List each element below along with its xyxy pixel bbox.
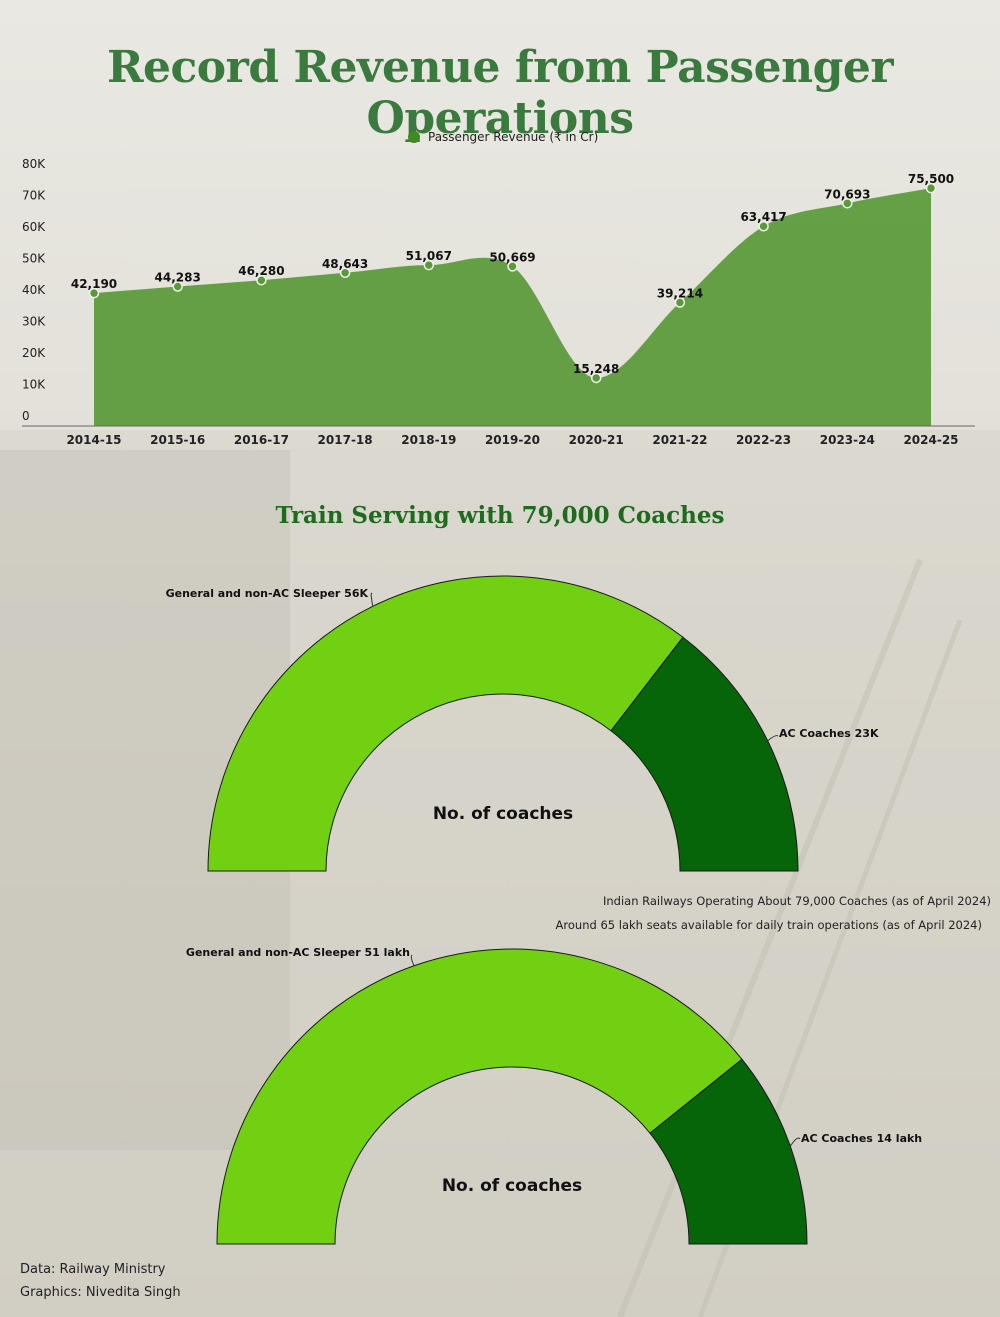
x-tick-label: 2024-25 bbox=[903, 433, 958, 447]
y-tick-label: 80K bbox=[22, 157, 46, 171]
x-tick-label: 2015-16 bbox=[150, 433, 205, 447]
ac-coaches-slice bbox=[649, 1058, 808, 1245]
coaches-section-title: Train Serving with 79,000 Coaches bbox=[275, 502, 725, 529]
data-label: 39,214 bbox=[657, 286, 703, 300]
x-tick-label: 2021-22 bbox=[652, 433, 707, 447]
x-tick-label: 2014-15 bbox=[66, 433, 121, 447]
data-label: 63,417 bbox=[740, 210, 786, 224]
data-point bbox=[256, 274, 267, 286]
y-tick-label: 70K bbox=[22, 189, 46, 203]
x-tick-label: 2023-24 bbox=[820, 433, 875, 447]
y-tick-label: 40K bbox=[22, 283, 46, 297]
y-tick-label: 20K bbox=[22, 346, 46, 360]
data-label: 46,280 bbox=[238, 264, 284, 278]
data-label: 42,190 bbox=[71, 277, 117, 291]
leader-line bbox=[767, 735, 779, 742]
gauge-center-label: No. of coaches bbox=[433, 804, 573, 824]
gauge-center-label: No. of coaches bbox=[442, 1176, 582, 1196]
x-axis: 2014-15 2015-16 2016-17 2017-18 2018-19 2019-… bbox=[66, 433, 958, 447]
data-point bbox=[172, 281, 183, 292]
y-axis: 0 10K 20K 30K 40K 50K 60K 70K 80K bbox=[22, 157, 46, 423]
data-point bbox=[674, 297, 686, 308]
data-points bbox=[88, 182, 937, 384]
data-label: 15,248 bbox=[573, 362, 619, 376]
x-tick-label: 2022-23 bbox=[736, 433, 791, 447]
legend-marker bbox=[408, 131, 420, 143]
revenue-area bbox=[94, 188, 931, 426]
data-label: 50,669 bbox=[489, 250, 535, 264]
x-tick-label: 2018-19 bbox=[401, 433, 456, 447]
data-label: 48,643 bbox=[322, 257, 368, 271]
note-coaches: Indian Railways Operating About 79,000 C… bbox=[603, 894, 991, 908]
general-sleeper-slice bbox=[207, 575, 684, 872]
x-tick-label: 2017-18 bbox=[318, 433, 373, 447]
y-tick-label: 50K bbox=[22, 252, 46, 266]
x-tick-label: 2016-17 bbox=[234, 433, 289, 447]
x-tick-label: 2019-20 bbox=[485, 433, 540, 447]
y-tick-label: 60K bbox=[22, 220, 46, 234]
data-point bbox=[758, 220, 769, 232]
y-tick-label: 10K bbox=[22, 378, 46, 392]
data-label: 70,693 bbox=[824, 187, 870, 201]
leader-line bbox=[789, 1137, 801, 1147]
slice-label: General and non-AC Sleeper 56K bbox=[166, 587, 369, 600]
notes: Indian Railways Operating About 79,000 C… bbox=[556, 894, 991, 932]
data-point bbox=[423, 259, 435, 271]
data-point bbox=[925, 182, 937, 194]
data-labels: 42,190 44,283 46,280 48,643 51,067 50,669 15,2… bbox=[71, 172, 954, 376]
x-tick-label: 2020-21 bbox=[569, 433, 624, 447]
note-seats: Around 65 lakh seats available for daily… bbox=[556, 918, 982, 932]
legend-label: Passenger Revenue (₹ in Cr) bbox=[428, 130, 598, 144]
graphics-credit: Graphics: Nivedita Singh bbox=[20, 1285, 181, 1300]
general-sleeper-slice bbox=[216, 948, 743, 1245]
page-title: Record Revenue from Passenger Operations bbox=[106, 42, 894, 144]
slice-label: AC Coaches 14 lakh bbox=[801, 1132, 922, 1145]
leader-line bbox=[410, 954, 415, 966]
y-tick-label: 0 bbox=[22, 409, 30, 423]
ac-coaches-slice bbox=[610, 636, 799, 872]
data-point bbox=[590, 372, 602, 384]
data-label: 75,500 bbox=[908, 172, 954, 186]
revenue-area-chart: Passenger Revenue (₹ in Cr) 0 10K 20K 30K 40… bbox=[22, 130, 975, 447]
data-point bbox=[507, 261, 518, 272]
slice-label: AC Coaches 23K bbox=[779, 727, 879, 740]
data-point bbox=[88, 287, 100, 299]
data-source: Data: Railway Ministry bbox=[20, 1262, 166, 1277]
slice-label: General and non-AC Sleeper 51 lakh bbox=[186, 946, 410, 959]
data-point bbox=[339, 267, 351, 279]
y-tick-label: 30K bbox=[22, 315, 46, 329]
leader-line bbox=[370, 592, 374, 607]
data-label: 51,067 bbox=[406, 249, 452, 263]
data-point bbox=[842, 198, 853, 209]
chart-legend: Passenger Revenue (₹ in Cr) bbox=[408, 130, 598, 144]
seats-gauge-chart: General and non-AC Sleeper 51 lakh AC Coa… bbox=[186, 946, 922, 1245]
data-label: 44,283 bbox=[155, 271, 201, 285]
coaches-gauge-chart: General and non-AC Sleeper 56K AC Coaches… bbox=[166, 575, 879, 872]
